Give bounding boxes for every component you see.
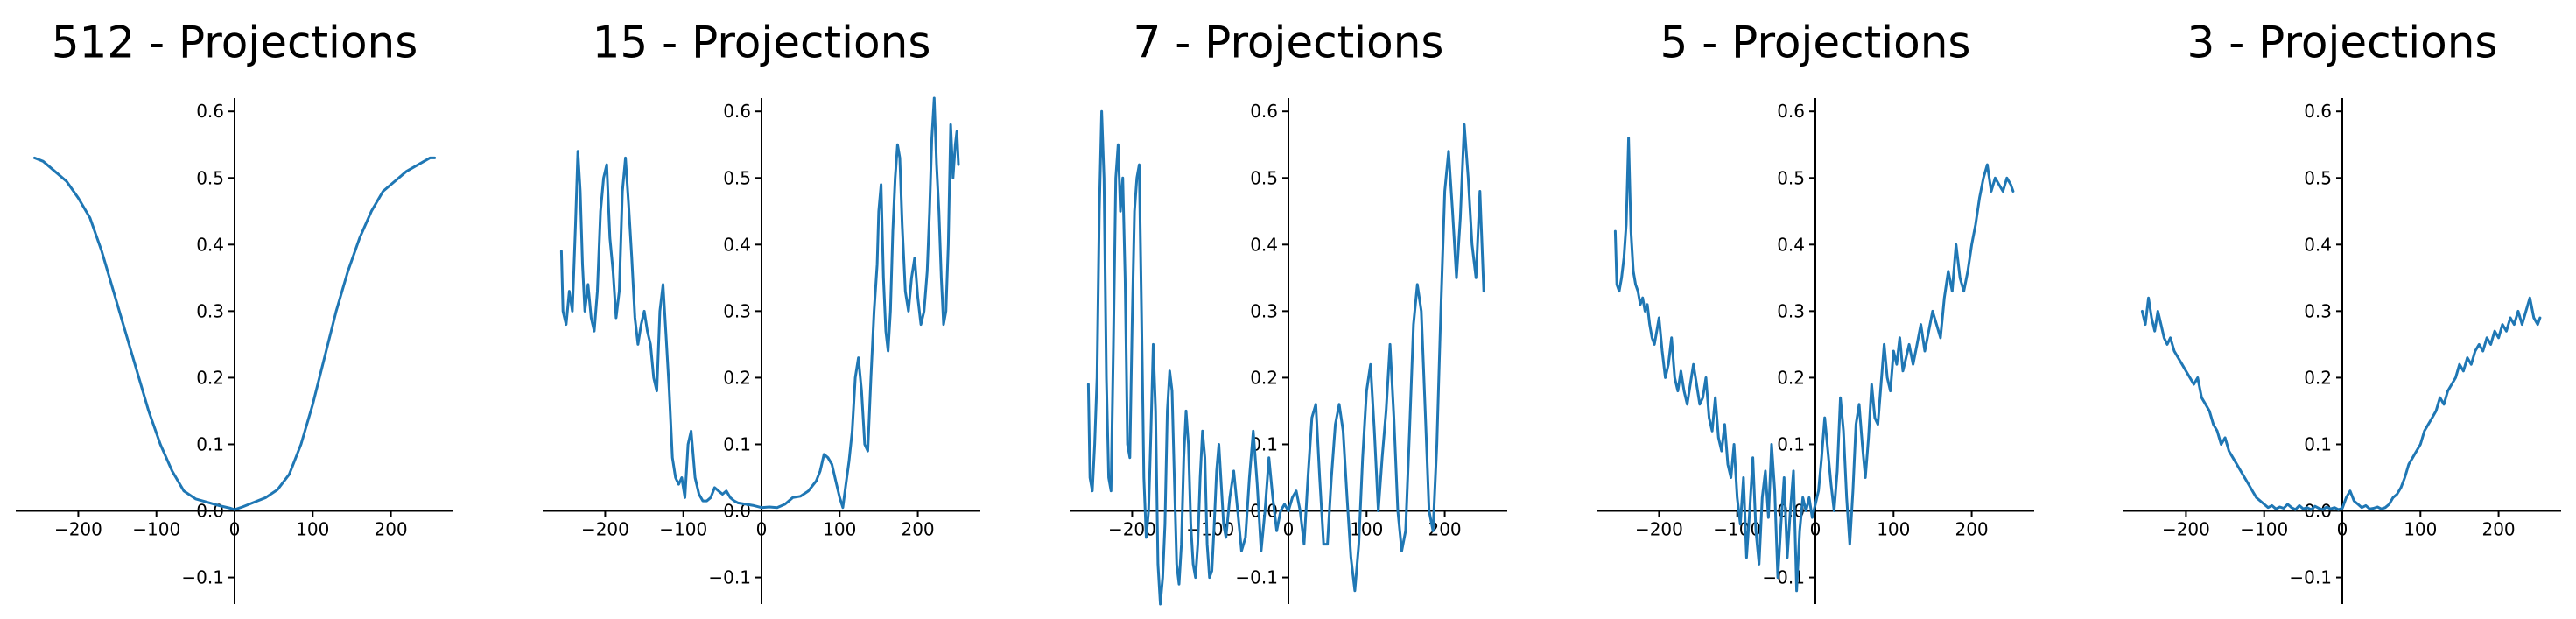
x-tick-label: −100 — [132, 519, 180, 540]
y-tick-label: 0.3 — [1777, 300, 1805, 321]
y-tick-label: 0.2 — [1250, 367, 1278, 388]
y-tick-label: 0.4 — [1777, 234, 1805, 255]
chart-title: 15 - Projections — [593, 18, 931, 68]
y-tick-label: 0.5 — [196, 167, 224, 188]
chart-panel-2: 15 - Projections−200 −100 0 100 200−0.10.00.… — [543, 18, 980, 604]
x-tick-label: 100 — [296, 519, 329, 540]
x-tick-label: 100 — [823, 519, 856, 540]
chart-panel-3: 7 - Projections−200 −100 0 100 200−0.10.00.1… — [1070, 18, 1507, 606]
x-tick-label: 200 — [901, 519, 934, 540]
chart-panel-5: 3 - Projections −200 −100 0 100 200 −0.1 0.0 0.1… — [2123, 18, 2561, 604]
y-tick-label: 0.1 — [2304, 433, 2332, 454]
y-tick-label: 0.3 — [1250, 300, 1278, 321]
x-tick-label: −200 — [54, 519, 102, 540]
y-tick-label: 0.2 — [723, 367, 751, 388]
y-tick-label: 0.0 — [2304, 501, 2332, 522]
y-tick-label: 0.5 — [1250, 167, 1278, 188]
x-tick-label: −100 — [1713, 519, 1761, 540]
x-tick-label: −100 — [659, 519, 707, 540]
y-tick-label: 0.6 — [1777, 101, 1805, 122]
y-tick-label: 0.1 — [196, 433, 224, 454]
x-tick-label: −200 — [1635, 519, 1683, 540]
series-line — [32, 156, 437, 511]
y-tick-label: 0.4 — [1250, 234, 1278, 255]
chart-panel-4: 5 - Projections−200 −100 0 100 200−0.10.00.1… — [1597, 18, 2034, 604]
y-tick-label: 0.4 — [723, 234, 751, 255]
y-tick-label: 0.1 — [723, 433, 751, 454]
series-line — [1613, 137, 2015, 593]
y-tick-label: 0.6 — [723, 101, 751, 122]
y-tick-label: 0.6 — [2304, 101, 2332, 122]
x-tick-label: 100 — [1350, 519, 1383, 540]
chart-title: 3 - Projections — [2187, 18, 2498, 68]
y-tick-label: 0.4 — [196, 234, 224, 255]
x-tick-label: −200 — [2162, 519, 2210, 540]
x-tick-label: 200 — [374, 519, 407, 540]
chart-title: 5 - Projections — [1660, 18, 1971, 68]
y-tick-label: 0.5 — [723, 167, 751, 188]
y-tick-label: 0.2 — [1777, 367, 1805, 388]
x-tick-label: 200 — [2481, 519, 2515, 540]
x-tick-label: 0 — [1283, 519, 1295, 540]
x-tick-label: −100 — [2240, 519, 2288, 540]
x-tick-label: −200 — [581, 519, 629, 540]
y-tick-label: 0.3 — [196, 300, 224, 321]
y-tick-label: 0.3 — [723, 300, 751, 321]
x-tick-label: 100 — [1877, 519, 1910, 540]
series-line — [1086, 109, 1485, 606]
y-tick-label: −0.1 — [181, 567, 224, 588]
x-tick-label: 200 — [1955, 519, 1988, 540]
y-tick-label: −0.1 — [708, 567, 751, 588]
y-tick-label: 0.5 — [1777, 167, 1805, 188]
chart-title: 7 - Projections — [1134, 18, 1444, 68]
x-tick-label: 0 — [1810, 519, 1821, 540]
series-line — [559, 96, 960, 510]
x-tick-label: 0 — [2337, 519, 2348, 540]
y-tick-label: −0.1 — [2289, 567, 2332, 588]
chart-panel-1: 512 - Projections−200 −100 0 100 200−0.10.00… — [16, 18, 453, 604]
y-tick-label: 0.3 — [2304, 300, 2332, 321]
y-tick-label: 0.1 — [1777, 433, 1805, 454]
x-tick-label: 0 — [756, 519, 768, 540]
y-tick-label: 0.2 — [196, 367, 224, 388]
y-tick-label: 0.6 — [1250, 101, 1278, 122]
chart-title: 512 - Projections — [52, 18, 418, 68]
y-tick-label: 0.6 — [196, 101, 224, 122]
y-tick-label: 0.2 — [2304, 367, 2332, 388]
series-line — [2140, 296, 2542, 511]
x-tick-label: 100 — [2404, 519, 2437, 540]
x-tick-label: 0 — [229, 519, 241, 540]
y-tick-label: 0.4 — [2304, 234, 2332, 255]
y-tick-label: 0.5 — [2304, 167, 2332, 188]
x-tick-label: −200 — [1108, 519, 1156, 540]
y-tick-label: −0.1 — [1235, 567, 1278, 588]
